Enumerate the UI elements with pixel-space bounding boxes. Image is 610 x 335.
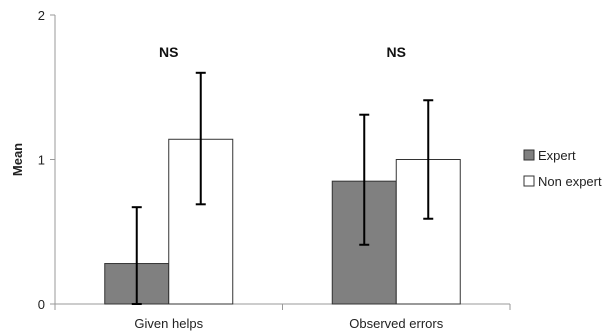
bars bbox=[104, 138, 461, 305]
legend: Expert Non expert bbox=[523, 148, 602, 189]
x-tick-label: Observed errors bbox=[349, 316, 443, 331]
y-axis-label: Mean bbox=[10, 143, 25, 176]
y-tick-label: 1 bbox=[38, 153, 45, 168]
x-tick-label: Given helps bbox=[134, 316, 203, 331]
legend-label: Non expert bbox=[538, 174, 602, 189]
labels: 0 1 2 Mean Given helps NS Observed errors NS bbox=[10, 8, 444, 331]
y-tick-label: 2 bbox=[38, 8, 45, 23]
significance-annotation: NS bbox=[159, 44, 178, 60]
legend-swatch-expert bbox=[523, 149, 535, 161]
legend-swatch-non-expert bbox=[523, 175, 535, 187]
legend-label: Expert bbox=[538, 148, 576, 163]
error-bars bbox=[131, 71, 434, 305]
bar-non-expert-1 bbox=[395, 159, 461, 305]
significance-annotation: NS bbox=[387, 44, 406, 60]
y-tick-label: 0 bbox=[38, 297, 45, 312]
